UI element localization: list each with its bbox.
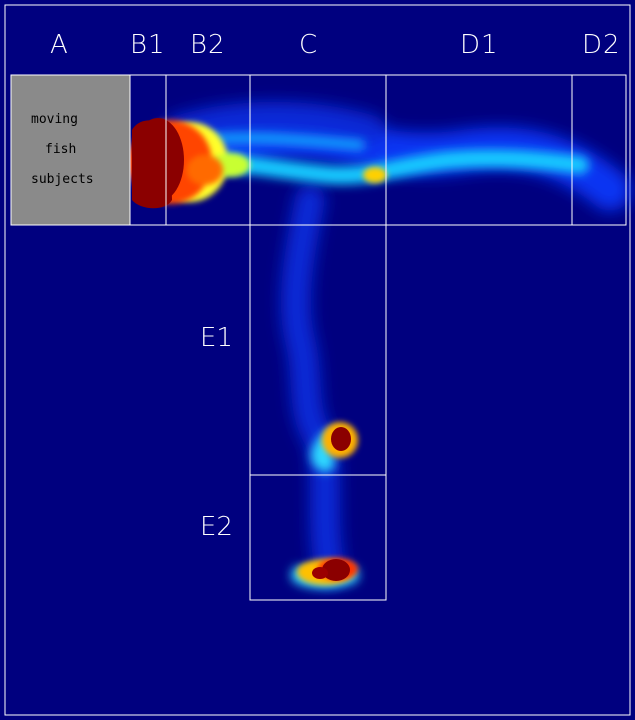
heat-hotspots [132,118,351,581]
start-box-label-line2: fish [45,142,77,157]
zone-e2-outline [249,474,387,601]
outer-border [4,4,631,716]
start-box [11,75,130,225]
zone-label-b2: B2 [190,30,226,60]
zone-label-b1: B1 [130,30,166,60]
zone-label-e2: E2 [200,512,233,542]
zone-label-a: A [50,30,69,60]
zone-label-c: C [299,30,319,60]
zone-label-e1: E1 [200,323,233,353]
zone-label-d1: D1 [460,30,499,60]
zone-label-d2: D2 [582,30,621,60]
start-box-label-line1: moving [31,112,78,127]
start-box-label-line3: subjects [31,172,94,187]
